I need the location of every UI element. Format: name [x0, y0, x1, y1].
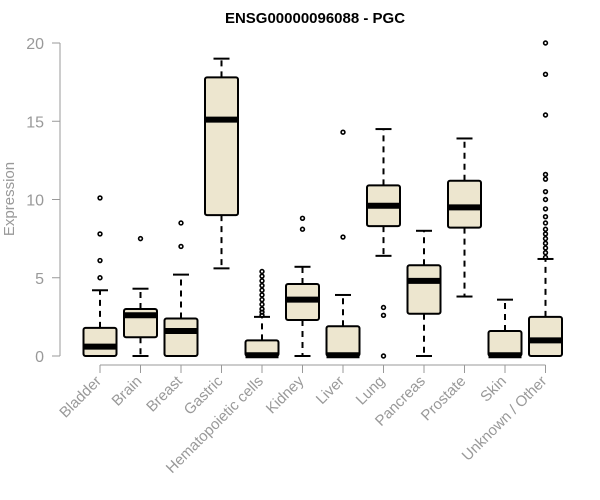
- box-group: [285, 215, 320, 357]
- outlier-point: [97, 257, 103, 264]
- box-iqr: [204, 76, 239, 217]
- outlier-point: [542, 112, 549, 118]
- y-tick-label: 10: [26, 193, 44, 210]
- x-tick-label: Bladder: [56, 373, 105, 422]
- outlier-point: [542, 235, 549, 242]
- box-group: [244, 268, 280, 359]
- outlier-point: [542, 220, 549, 226]
- outlier-point: [340, 234, 346, 240]
- outlier-point: [299, 226, 306, 232]
- outlier-point: [542, 214, 549, 220]
- outlier-point: [542, 245, 549, 251]
- x-tick-label: Prostate: [418, 373, 470, 425]
- box-iqr: [163, 317, 199, 358]
- outlier-point: [137, 235, 144, 242]
- outlier-point: [542, 71, 549, 78]
- outlier-point: [259, 306, 265, 312]
- outlier-point: [97, 231, 103, 237]
- box-group: [447, 137, 482, 298]
- box-iqr: [406, 264, 442, 315]
- box-iqr: [325, 325, 361, 358]
- y-tick-label: 20: [26, 36, 44, 53]
- outlier-point: [259, 273, 265, 279]
- outlier-point: [380, 353, 387, 359]
- box-group: [528, 40, 563, 357]
- outlier-point: [380, 312, 387, 319]
- box-group: [163, 220, 199, 358]
- outlier-point: [542, 254, 549, 261]
- box-group: [204, 57, 239, 270]
- outlier-point: [97, 275, 103, 281]
- outlier-point: [542, 250, 549, 256]
- outlier-point: [542, 176, 549, 182]
- outlier-point: [259, 278, 265, 284]
- chart-title: ENSG00000096088 - PGC: [225, 10, 405, 27]
- x-tick-label: Skin: [477, 373, 510, 406]
- box-iqr: [82, 326, 118, 357]
- outlier-point: [259, 282, 265, 289]
- outlier-point: [178, 243, 184, 250]
- box-group: [82, 195, 118, 357]
- outlier-point: [299, 215, 306, 221]
- x-tick-label: Breast: [143, 372, 186, 415]
- box-iqr: [528, 315, 563, 357]
- box-group: [366, 128, 401, 359]
- box-group: [487, 298, 523, 359]
- box-group: [123, 235, 158, 357]
- x-tick-label: Kidney: [263, 372, 308, 417]
- outlier-point: [259, 301, 265, 308]
- outlier-point: [259, 287, 265, 293]
- outlier-point: [542, 206, 549, 212]
- box-iqr: [447, 179, 482, 229]
- y-tick-label: 15: [26, 114, 44, 131]
- y-tick-label: 5: [35, 271, 44, 288]
- outlier-point: [340, 129, 346, 135]
- y-axis: 0 5 10 15 20: [26, 36, 61, 366]
- outlier-point: [259, 292, 265, 298]
- y-axis-label: Expression: [1, 162, 18, 236]
- outlier-point: [259, 268, 265, 275]
- outlier-point: [542, 226, 549, 232]
- y-tick-label: 0: [35, 349, 44, 366]
- outlier-point: [542, 231, 549, 237]
- outlier-point: [178, 220, 184, 226]
- outlier-point: [542, 171, 549, 178]
- outlier-point: [542, 240, 549, 247]
- outlier-point: [97, 195, 103, 201]
- box-group: [325, 129, 361, 359]
- outlier-point: [542, 40, 549, 46]
- outlier-point: [259, 296, 265, 303]
- boxes-layer: [82, 40, 563, 359]
- x-tick-label: Lung: [353, 373, 389, 409]
- outlier-point: [542, 196, 549, 203]
- outlier-point: [542, 188, 549, 195]
- x-tick-label: Liver: [313, 373, 348, 408]
- x-tick-label: Brain: [109, 373, 146, 410]
- box-group: [406, 229, 442, 357]
- outlier-point: [380, 304, 387, 311]
